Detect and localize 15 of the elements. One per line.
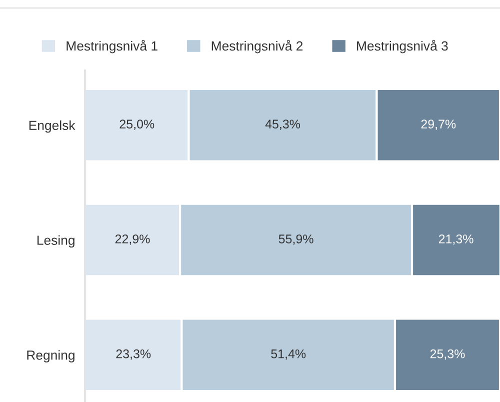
data-label: 51,4% [271,349,306,360]
y-tick-label: Engelsk [29,120,76,133]
data-label: 55,9% [278,234,314,245]
legend-label: Mestringsnivå 1 [66,40,158,54]
data-label: 23,3% [116,349,151,360]
data-label: 25,0% [120,120,154,130]
y-tick-label: Regning [27,350,74,362]
data-label: 21,3% [438,234,474,245]
data-label: 22,9% [115,234,150,245]
y-tick-label: Lesing [37,235,74,248]
legend-label: Mestringsnivå 3 [357,40,448,54]
data-label: 45,3% [265,120,300,130]
legend-label: Mestringsnivå 2 [212,40,303,54]
data-label: 25,3% [430,349,465,360]
data-label: 29,7% [421,120,456,130]
